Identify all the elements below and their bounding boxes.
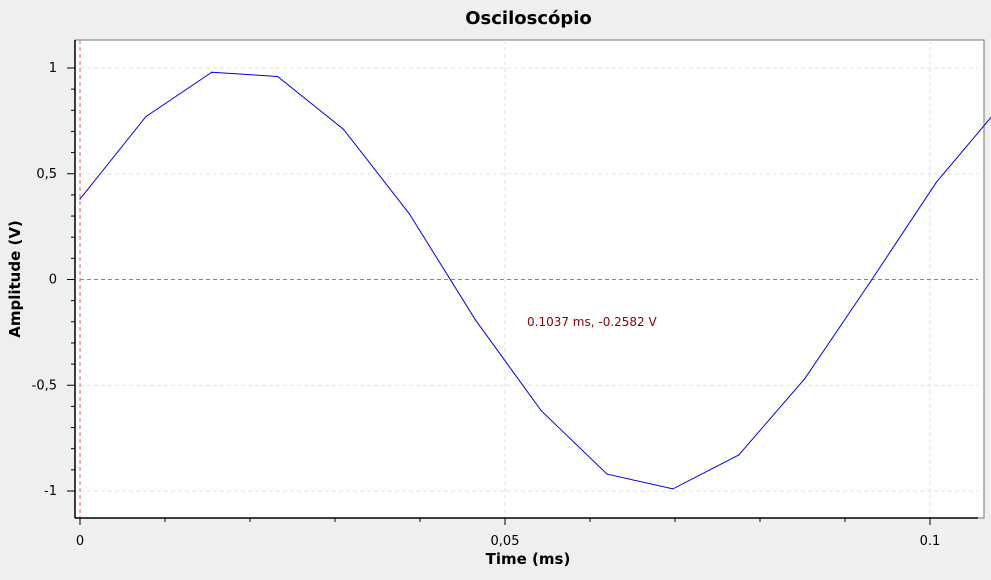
data-point	[540, 410, 542, 412]
cursor-lines	[79, 40, 978, 518]
series-layer	[79, 71, 991, 490]
data-point	[804, 378, 806, 380]
tick-labels: 00,050.10,150,210,50-0,5-1	[32, 61, 941, 549]
y-tick-label: 0	[49, 273, 57, 288]
data-point	[145, 116, 147, 118]
cursor-readout: 0.1037 ms, -0.2582 V	[527, 315, 658, 329]
data-point	[277, 75, 279, 78]
x-tick-label: 0,05	[491, 534, 520, 549]
x-axis-title: Time (ms)	[486, 550, 571, 568]
data-point	[211, 71, 213, 73]
y-tick-label: 1	[49, 61, 57, 76]
y-tick-label: 0,5	[36, 167, 57, 182]
y-tick-label: -1	[44, 484, 57, 499]
data-point	[79, 198, 81, 200]
data-point	[606, 473, 608, 475]
y-axis-title: Amplitude (V)	[6, 220, 24, 338]
data-point	[474, 319, 476, 321]
axes	[67, 40, 978, 525]
data-point	[869, 281, 872, 283]
chart-title: Osciloscópio	[465, 8, 592, 29]
data-point	[738, 454, 740, 456]
data-point	[935, 181, 937, 183]
data-point	[408, 213, 410, 215]
data-point	[342, 128, 345, 130]
data-point	[672, 488, 674, 490]
x-tick-label: 0	[76, 534, 84, 549]
grid-lines	[80, 40, 978, 518]
y-tick-label: -0,5	[32, 378, 57, 393]
x-tick-label: 0.1	[920, 534, 941, 549]
